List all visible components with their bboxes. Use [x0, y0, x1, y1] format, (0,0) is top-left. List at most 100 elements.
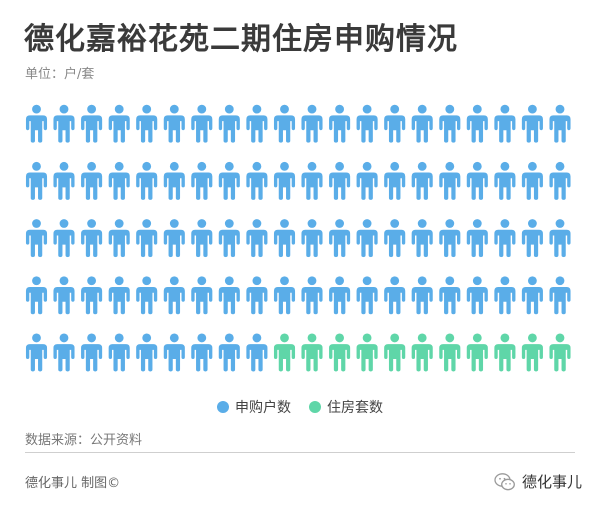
- pictogram-icons: [25, 104, 571, 372]
- person-icon: [329, 333, 351, 372]
- legend-item-applicants: 申购户数: [217, 397, 291, 417]
- person-icon: [521, 276, 543, 315]
- person-icon: [466, 333, 488, 372]
- person-icon: [356, 161, 378, 200]
- person-icon: [108, 104, 130, 143]
- person-icon: [163, 161, 185, 200]
- person-icon: [136, 161, 158, 200]
- person-icon: [108, 333, 130, 372]
- brand-name: 德化事儿: [521, 473, 582, 491]
- legend: 申购户数 住房套数: [0, 397, 600, 417]
- person-icon: [136, 333, 158, 372]
- person-icon: [411, 219, 433, 258]
- person-icon: [53, 104, 75, 143]
- legend-dot-applicants: [217, 401, 229, 413]
- person-icon: [108, 276, 130, 315]
- person-icon: [521, 161, 543, 200]
- person-icon: [549, 333, 571, 372]
- person-icon: [356, 219, 378, 258]
- person-icon: [301, 104, 323, 143]
- person-icon: [25, 104, 48, 143]
- person-icon: [494, 219, 516, 258]
- person-icon: [81, 219, 103, 258]
- chart-title: 德化嘉裕花苑二期住房申购情况: [24, 22, 458, 57]
- brand: 德化事儿: [494, 471, 582, 492]
- person-icon: [411, 161, 433, 200]
- person-icon: [494, 333, 516, 372]
- person-icon: [81, 161, 103, 200]
- person-icon: [329, 276, 351, 315]
- person-icon: [191, 219, 213, 258]
- person-icon: [356, 276, 378, 315]
- person-icon: [329, 219, 351, 258]
- person-icon: [494, 161, 516, 200]
- legend-label-applicants: 申购户数: [235, 400, 291, 416]
- person-icon: [411, 333, 433, 372]
- person-icon: [439, 219, 461, 258]
- person-icon: [191, 161, 213, 200]
- person-icon: [25, 219, 48, 258]
- person-icon: [218, 276, 240, 315]
- person-icon: [466, 276, 488, 315]
- chart-subtitle: 单位：户/套: [25, 67, 95, 82]
- person-icon: [439, 276, 461, 315]
- person-icon: [273, 276, 296, 315]
- person-icon: [246, 219, 268, 258]
- person-icon: [108, 219, 130, 258]
- footer-divider: [25, 452, 575, 453]
- person-icon: [466, 104, 488, 143]
- person-icon: [25, 161, 48, 200]
- person-icon: [25, 333, 48, 372]
- person-icon: [53, 333, 75, 372]
- person-icon: [466, 219, 488, 258]
- person-icon: [136, 104, 158, 143]
- person-icon: [549, 104, 571, 143]
- person-icon: [136, 276, 158, 315]
- person-icon: [521, 219, 543, 258]
- person-icon: [163, 104, 185, 143]
- person-icon: [53, 219, 75, 258]
- person-icon: [301, 333, 323, 372]
- person-icon: [494, 104, 516, 143]
- legend-dot-housing: [309, 401, 321, 413]
- person-icon: [329, 161, 351, 200]
- legend-label-housing: 住房套数: [327, 400, 383, 416]
- person-icon: [384, 333, 406, 372]
- person-icon: [411, 276, 433, 315]
- person-icon: [273, 219, 296, 258]
- pictogram-chart: [25, 104, 571, 372]
- person-icon: [53, 276, 75, 315]
- person-icon: [163, 276, 185, 315]
- person-icon: [549, 276, 571, 315]
- person-icon: [273, 104, 296, 143]
- person-icon: [384, 104, 406, 143]
- data-source: 数据来源：公开资料: [25, 433, 143, 448]
- person-icon: [246, 333, 268, 372]
- person-icon: [81, 276, 103, 315]
- person-icon: [411, 104, 433, 143]
- person-icon: [384, 219, 406, 258]
- person-icon: [191, 104, 213, 143]
- person-icon: [246, 104, 268, 143]
- legend-item-housing: 住房套数: [309, 397, 383, 417]
- person-icon: [218, 104, 240, 143]
- person-icon: [218, 219, 240, 258]
- person-icon: [218, 161, 240, 200]
- person-icon: [81, 333, 103, 372]
- person-icon: [301, 276, 323, 315]
- person-icon: [301, 219, 323, 258]
- chart-credit: 德化事儿 制图©: [25, 476, 121, 491]
- person-icon: [301, 161, 323, 200]
- person-icon: [521, 333, 543, 372]
- person-icon: [384, 161, 406, 200]
- person-icon: [439, 104, 461, 143]
- person-icon: [384, 276, 406, 315]
- person-icon: [246, 276, 268, 315]
- person-icon: [136, 219, 158, 258]
- person-icon: [439, 161, 461, 200]
- person-icon: [108, 161, 130, 200]
- person-icon: [163, 219, 185, 258]
- person-icon: [81, 104, 103, 143]
- person-icon: [356, 104, 378, 143]
- person-icon: [273, 161, 296, 200]
